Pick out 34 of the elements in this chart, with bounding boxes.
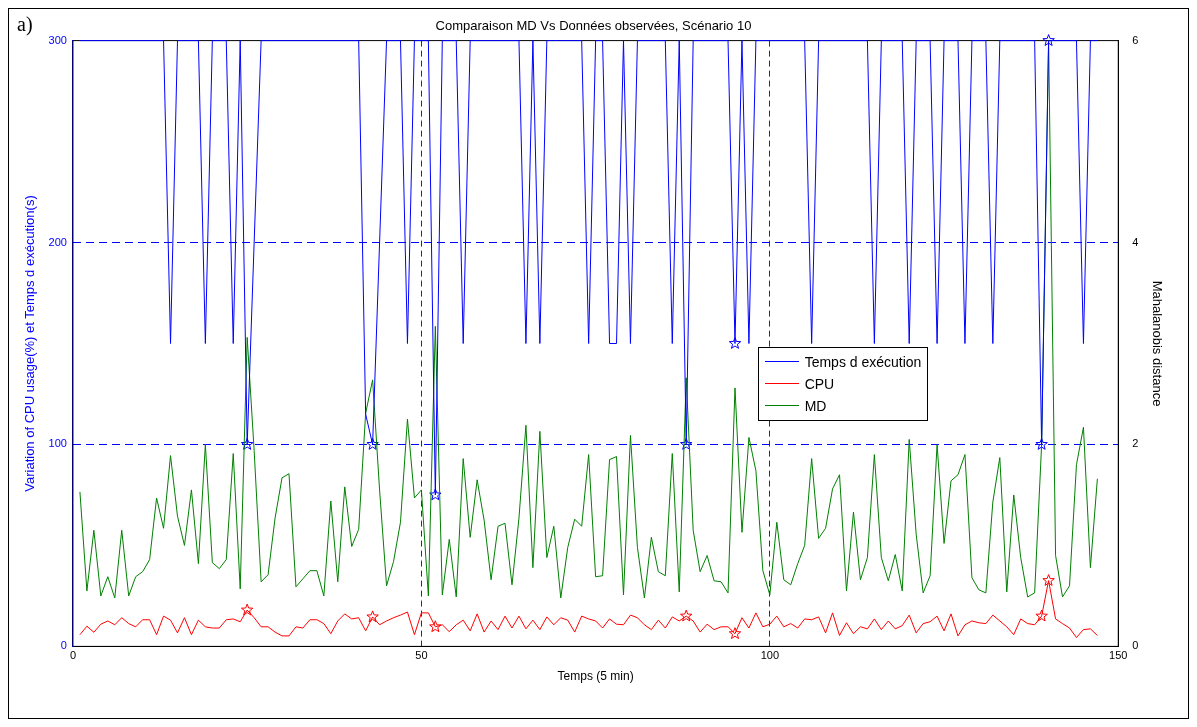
y2-tick-label: 2 <box>1132 437 1139 450</box>
point <box>1042 34 1055 46</box>
point <box>680 437 693 450</box>
y-tick-label: 0 <box>60 639 67 652</box>
point <box>728 337 742 349</box>
legend-label: CPU <box>804 375 835 392</box>
point <box>429 488 442 501</box>
legend-label: MD <box>804 397 827 414</box>
x-tick-label: 100 <box>760 649 780 662</box>
y-tick-label: 100 <box>48 437 67 450</box>
chart-title: Comparaison MD Vs Données observées, Scénario 10 <box>435 18 752 34</box>
y-tick-label: 200 <box>48 235 67 248</box>
y-axis-title: Variation of CPU usage(%) et Temps d exécution(s) <box>22 195 38 492</box>
point <box>366 437 379 450</box>
point <box>680 609 693 622</box>
text: a) <box>17 13 33 36</box>
x-tick-label: 0 <box>69 649 77 662</box>
y2-tick-label: 6 <box>1132 33 1139 46</box>
x-tick-label: 150 <box>1109 649 1128 662</box>
y2-tick-label: 0 <box>1132 639 1139 652</box>
x-tick-label: 50 <box>415 649 428 662</box>
y2-tick-label: 4 <box>1132 235 1139 248</box>
point <box>429 620 442 633</box>
point <box>1042 574 1055 586</box>
x-axis-title: Temps (5 min) <box>557 669 634 684</box>
point <box>1035 437 1048 450</box>
legend-label: Temps d exécution <box>804 353 922 370</box>
point <box>240 437 254 450</box>
y2-axis-title: Mahalanobis distance <box>1149 280 1165 407</box>
point <box>1035 609 1048 622</box>
point <box>240 603 254 616</box>
y-tick-label: 300 <box>48 33 67 46</box>
point <box>366 610 379 623</box>
point <box>728 627 742 640</box>
